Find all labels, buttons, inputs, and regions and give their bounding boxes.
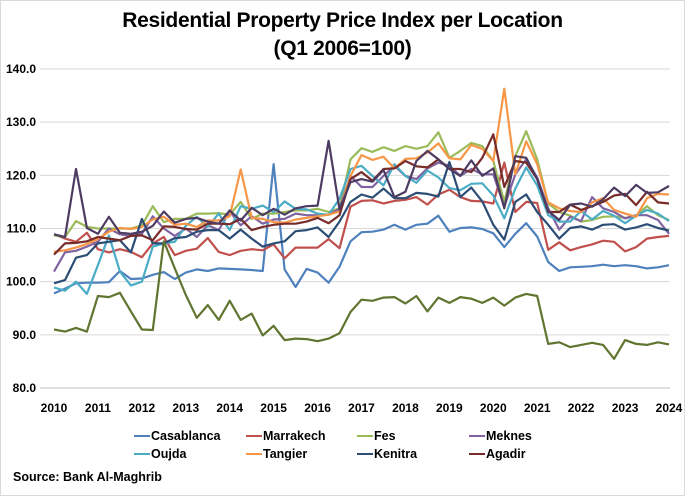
legend-label: Casablanca <box>151 429 221 443</box>
legend-label: Kenitra <box>374 447 418 461</box>
legend-label: Marrakech <box>263 429 326 443</box>
legend-item-kenitra: Kenitra <box>357 447 417 461</box>
legend-item-agadir: Agadir <box>469 447 526 461</box>
y-tick-label: 80.0 <box>13 381 37 395</box>
legend-item-oujda: Oujda <box>134 447 186 461</box>
x-tick-label: 2015 <box>260 401 287 415</box>
legend-label: Oujda <box>151 447 187 461</box>
x-tick-label: 2010 <box>41 401 68 415</box>
legend-label: Meknes <box>486 429 532 443</box>
y-tick-label: 100.0 <box>6 275 36 289</box>
y-tick-label: 90.0 <box>13 328 37 342</box>
legend-label: Tangier <box>263 447 308 461</box>
legend-swatch <box>357 434 373 438</box>
y-tick-label: 130.0 <box>6 115 36 129</box>
y-tick-label: 140.0 <box>6 62 36 76</box>
y-tick-label: 110.0 <box>7 222 37 236</box>
x-tick-label: 2017 <box>348 401 375 415</box>
x-tick-label: 2022 <box>568 401 595 415</box>
y-tick-label: 120.0 <box>6 168 36 182</box>
series-line-casablanca <box>53 163 670 295</box>
x-tick-label: 2014 <box>216 401 243 415</box>
series-line-fes <box>53 130 670 239</box>
x-tick-label: 2021 <box>524 401 551 415</box>
x-tick-label: 2011 <box>85 401 111 415</box>
x-tick-label: 2020 <box>480 401 507 415</box>
legend-swatch <box>357 452 373 456</box>
x-tick-label: 2013 <box>172 401 199 415</box>
legend-item-casablanca: Casablanca <box>134 429 220 443</box>
legend-swatch <box>134 434 150 438</box>
legend-swatch <box>469 434 485 438</box>
legend-label: Agadir <box>486 447 526 461</box>
legend-item-marrakech: Marrakech <box>246 429 326 443</box>
x-tick-label: 2018 <box>392 401 419 415</box>
chart-title: Residential Property Price Index per Loc… <box>122 9 563 32</box>
series-line-marrakech <box>53 161 670 260</box>
chart-subtitle: (Q1 2006=100) <box>273 37 412 60</box>
x-tick-label: 2023 <box>612 401 639 415</box>
source-note: Source: Bank Al-Maghrib <box>13 470 162 484</box>
legend-swatch <box>469 452 485 456</box>
x-tick-label: 2012 <box>129 401 156 415</box>
legend-swatch <box>134 452 150 456</box>
plot-area: 80.0 90.0 100.0 110.0 120.0 130.0 140.0 2010 201… <box>6 62 683 415</box>
x-tick-label: 2019 <box>436 401 463 415</box>
series-line-unlabeled-8 <box>53 240 670 360</box>
legend-swatch <box>246 434 262 438</box>
legend-swatch <box>246 452 262 456</box>
series-line-unlabeled-9 <box>53 139 670 239</box>
series-line-kenitra <box>53 160 670 285</box>
legend-label: Fes <box>374 429 396 443</box>
series-line-agadir <box>53 133 670 256</box>
legend-item-fes: Fes <box>357 429 396 443</box>
x-tick-label: 2024 <box>656 401 683 415</box>
x-tick-label: 2016 <box>304 401 331 415</box>
legend-item-meknes: Meknes <box>469 429 532 443</box>
legend-item-tangier: Tangier <box>246 447 307 461</box>
series-line-oujda <box>53 163 670 295</box>
